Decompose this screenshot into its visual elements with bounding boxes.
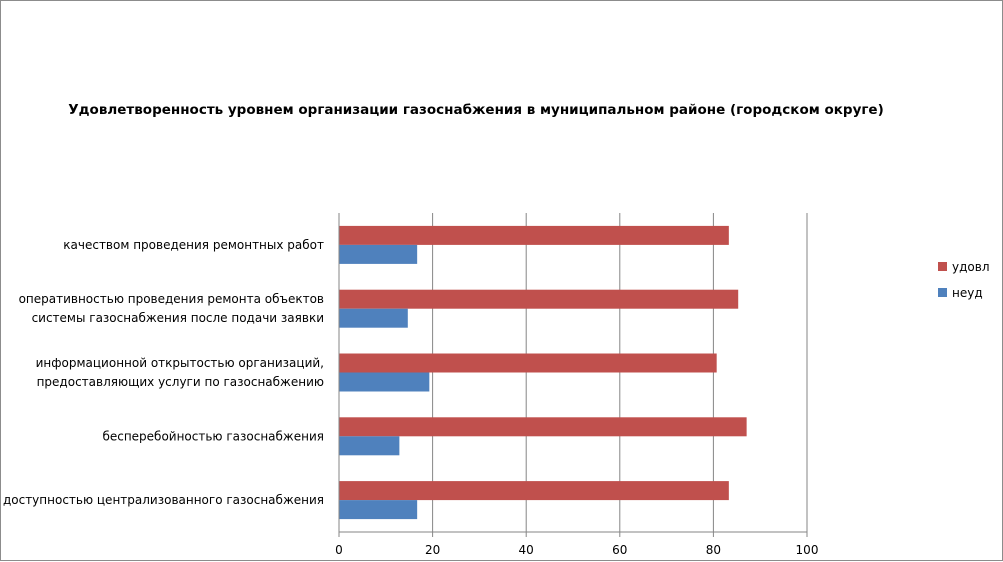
legend: удовл неуд xyxy=(938,260,989,300)
category-label: оперативностью проведения ремонта объект… xyxy=(19,292,324,306)
category-label: бесперебойностью газоснабжения xyxy=(102,429,324,443)
bar-удовл-0 xyxy=(339,225,729,245)
bar-неуд-3 xyxy=(339,436,400,456)
x-tick-label: 80 xyxy=(706,543,721,557)
legend-swatch-неуд xyxy=(938,288,947,297)
category-label: предоставляющих услуги по газоснабжению xyxy=(37,375,324,389)
bar-удовл-2 xyxy=(339,353,717,373)
bar-удовл-4 xyxy=(339,481,729,501)
legend-label: удовл xyxy=(952,260,989,274)
category-labels: качеством проведения ремонтных работ опер… xyxy=(3,238,324,507)
legend-swatch-удовл xyxy=(938,262,947,271)
bar-удовл-3 xyxy=(339,417,747,437)
bar-неуд-0 xyxy=(339,244,418,264)
x-tick-label: 100 xyxy=(796,543,819,557)
chart-title: Удовлетворенность уровнем организации га… xyxy=(68,102,884,118)
category-label: качеством проведения ремонтных работ xyxy=(63,238,324,252)
x-tick-label: 60 xyxy=(612,543,627,557)
bar-неуд-2 xyxy=(339,372,430,392)
x-axis: 0 20 40 60 80 100 xyxy=(335,213,818,557)
x-tick-label: 20 xyxy=(425,543,440,557)
x-tick-label: 0 xyxy=(335,543,343,557)
category-label: системы газоснабжения после подачи заявк… xyxy=(32,311,324,325)
legend-label: неуд xyxy=(952,286,983,300)
bar-неуд-4 xyxy=(339,500,418,520)
bars xyxy=(339,225,747,520)
category-label: доступностью централизованного газоснабж… xyxy=(3,493,324,507)
x-tick-label: 40 xyxy=(519,543,534,557)
bar-неуд-1 xyxy=(339,308,408,328)
category-label: информационной открытостью организаций, xyxy=(36,356,324,370)
bar-удовл-1 xyxy=(339,289,739,309)
